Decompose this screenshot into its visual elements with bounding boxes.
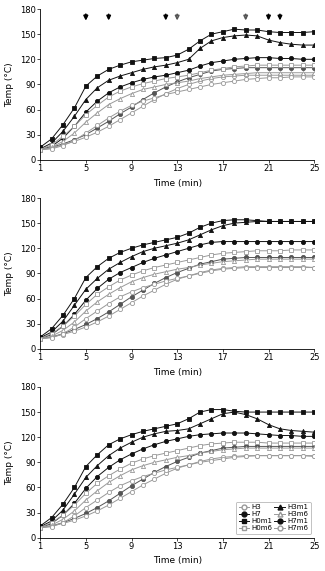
Y-axis label: Temp (°C): Temp (°C) xyxy=(6,251,15,296)
X-axis label: Time (min): Time (min) xyxy=(153,368,202,376)
Y-axis label: Temp (°C): Temp (°C) xyxy=(6,440,15,485)
X-axis label: Time (min): Time (min) xyxy=(153,179,202,187)
Legend: H3, H7, H0m1, H0m6, H3m1, H3m6, H7m1, H7m6: H3, H7, H0m1, H0m6, H3m1, H3m6, H7m1, H7… xyxy=(236,501,311,534)
X-axis label: Time (min): Time (min) xyxy=(153,557,202,565)
Y-axis label: Temp (°C): Temp (°C) xyxy=(6,62,15,107)
